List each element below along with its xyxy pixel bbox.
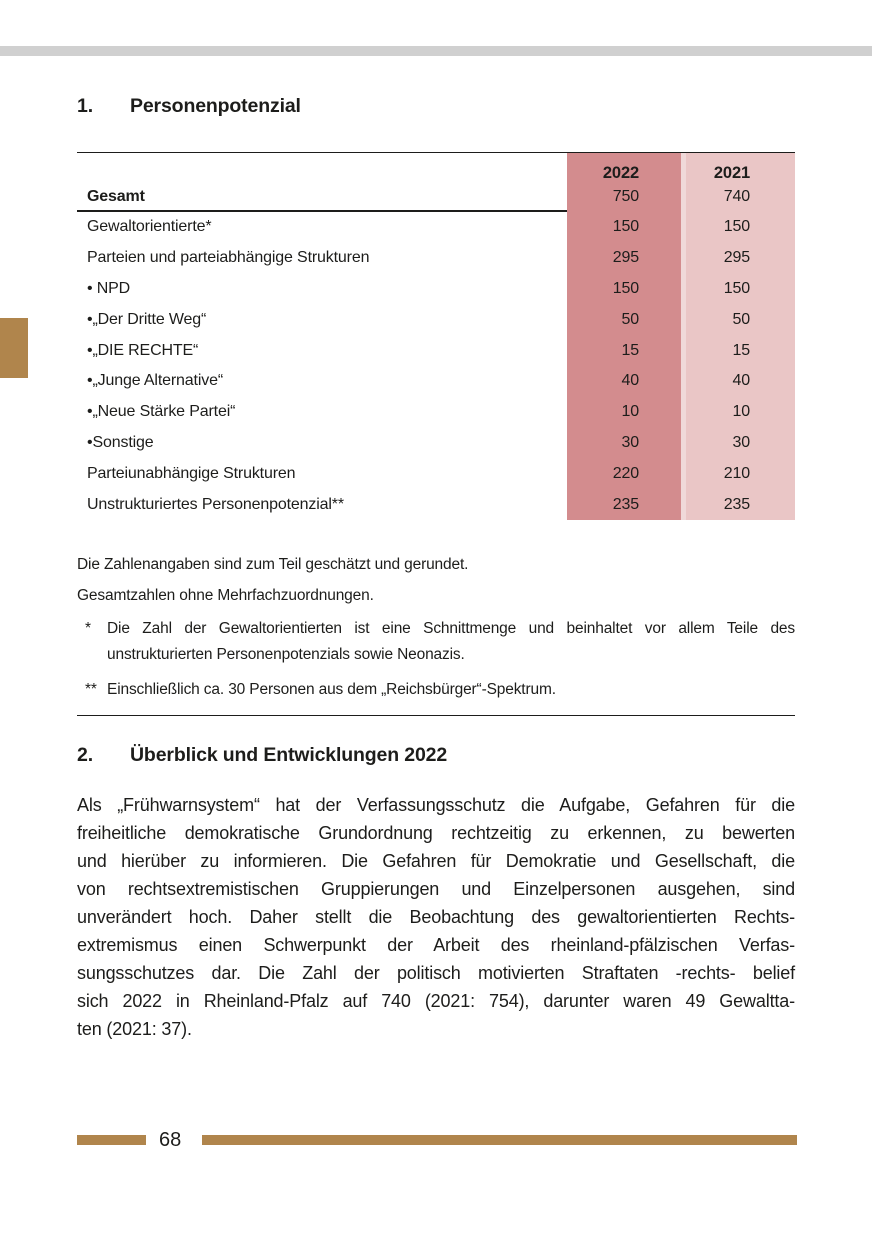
table-note: Gesamtzahlen ohne Mehrfachzuordnungen. <box>77 587 374 604</box>
footer-bar-right <box>202 1135 797 1145</box>
row-label: Parteien und parteiabhängige Strukturen <box>87 249 370 267</box>
table-row: Gewaltorientierte* 150 150 <box>77 212 795 243</box>
row-label: Parteiunabhängige Strukturen <box>87 464 296 482</box>
value-2021: 210 <box>723 464 750 482</box>
value-2022: 150 <box>612 279 639 297</box>
value-2022: 220 <box>612 464 639 482</box>
footnote-text: Die Zahl der Gewaltorientierten ist eine… <box>107 620 795 663</box>
top-divider-bar <box>0 46 872 56</box>
table-total-row: Gesamt 750 740 <box>77 184 795 210</box>
paragraph-line: freiheitliche demokratische Grundordnung… <box>77 823 795 843</box>
row-label: • NPD <box>87 279 131 297</box>
row-label: •Sonstige <box>87 433 154 451</box>
value-2021: 150 <box>723 279 750 297</box>
row-label: Unstrukturiertes Personenpotenzial** <box>87 495 344 513</box>
value-2022: 50 <box>621 310 640 328</box>
value-2021: 235 <box>723 495 750 513</box>
value-2022: 30 <box>621 433 640 451</box>
row-label: Gesamt <box>87 188 145 205</box>
table-notes: Die Zahlenangaben sind zum Teil geschätz… <box>77 521 795 716</box>
table-note: Die Zahlenangaben sind zum Teil geschätz… <box>77 556 469 573</box>
chapter-side-tab <box>0 318 28 378</box>
body-paragraph: Als „Frühwarnsystem“ hat der Verfassungs… <box>77 791 795 1043</box>
table-row: •Sonstige 30 30 <box>77 428 795 459</box>
paragraph-line: ten (2021: 37). <box>77 1019 192 1039</box>
value-2021: 15 <box>732 341 751 359</box>
column-header-2022: 2022 <box>602 164 639 182</box>
value-2021: 295 <box>723 249 750 267</box>
value-2022: 15 <box>621 341 640 359</box>
row-label: •„DIE RECHTE“ <box>87 341 199 359</box>
table-row: •„Junge Alternative“ 40 40 <box>77 366 795 397</box>
value-2022: 235 <box>612 495 639 513</box>
table-row: Parteien und parteiabhängige Strukturen … <box>77 243 795 274</box>
table-header-row: 2022 2021 <box>77 153 795 184</box>
value-2021: 30 <box>732 433 751 451</box>
section-title: Personenpotenzial <box>130 95 301 117</box>
row-label: •„Neue Stärke Partei“ <box>87 403 236 421</box>
value-2021: 50 <box>732 310 751 328</box>
table-row: • NPD 150 150 <box>77 274 795 305</box>
column-gap <box>681 153 686 520</box>
value-2021: 150 <box>723 218 750 236</box>
footnote-marker: ** <box>85 681 97 698</box>
table-row: •„Neue Stärke Partei“ 10 10 <box>77 397 795 428</box>
table-row: •„Der Dritte Weg“ 50 50 <box>77 304 795 335</box>
footnote-asterisk: * Die Zahl der Gewaltorientierten ist ei… <box>77 616 795 668</box>
table-row: Parteiunabhängige Strukturen 220 210 <box>77 458 795 489</box>
section-number: 1. <box>77 95 93 117</box>
paragraph-line: sungsschutzes dar. Die Zahl der politisc… <box>77 963 795 983</box>
value-2021: 40 <box>732 372 751 390</box>
table-header: 2022 2021 Gesamt 750 740 <box>77 153 795 212</box>
footnote-double-asterisk: ** Einschließlich ca. 30 Personen aus de… <box>77 677 795 703</box>
table-row: Unstrukturiertes Personenpotenzial** 235… <box>77 489 795 520</box>
section-title: Überblick und Entwicklungen 2022 <box>130 744 448 766</box>
table-row: •„DIE RECHTE“ 15 15 <box>77 335 795 366</box>
section-number: 2. <box>77 744 93 766</box>
value-2021: 740 <box>723 188 750 205</box>
column-header-2021: 2021 <box>713 164 750 182</box>
section-1-heading: 1. Personenpotenzial <box>77 95 795 117</box>
value-2022: 295 <box>612 249 639 267</box>
paragraph-line: extremismus einen Schwerpunkt der Arbeit… <box>77 935 795 955</box>
page-footer: 68 <box>77 1126 797 1154</box>
value-2021: 10 <box>732 403 751 421</box>
page-number: 68 <box>159 1128 182 1151</box>
row-label: Gewaltorientierte* <box>87 218 212 236</box>
value-2022: 750 <box>612 188 639 205</box>
person-potential-table: 2022 2021 Gesamt 750 740 Gewaltorientier… <box>77 152 795 520</box>
footnote-text: Einschließlich ca. 30 Personen aus dem „… <box>107 681 556 698</box>
row-label: •„Der Dritte Weg“ <box>87 310 207 328</box>
section-2-heading: 2. Überblick und Entwicklungen 2022 <box>77 744 795 766</box>
value-2022: 40 <box>621 372 640 390</box>
paragraph-line: von rechtsextremistischen Gruppierungen … <box>77 879 795 899</box>
column-highlight-2022 <box>567 153 681 520</box>
column-highlight-2021 <box>686 153 795 520</box>
paragraph-line: Als „Frühwarnsystem“ hat der Verfassungs… <box>77 795 795 815</box>
footnote-marker: * <box>85 620 91 637</box>
value-2022: 10 <box>621 403 640 421</box>
paragraph-line: sich 2022 in Rheinland-Pfalz auf 740 (20… <box>77 991 795 1011</box>
paragraph-line: und hierüber zu informieren. Die Gefahre… <box>77 851 795 871</box>
paragraph-line: unverändert hoch. Daher stellt die Beoba… <box>77 907 795 927</box>
footer-bar-left <box>77 1135 146 1145</box>
value-2022: 150 <box>612 218 639 236</box>
row-label: •„Junge Alternative“ <box>87 372 224 390</box>
